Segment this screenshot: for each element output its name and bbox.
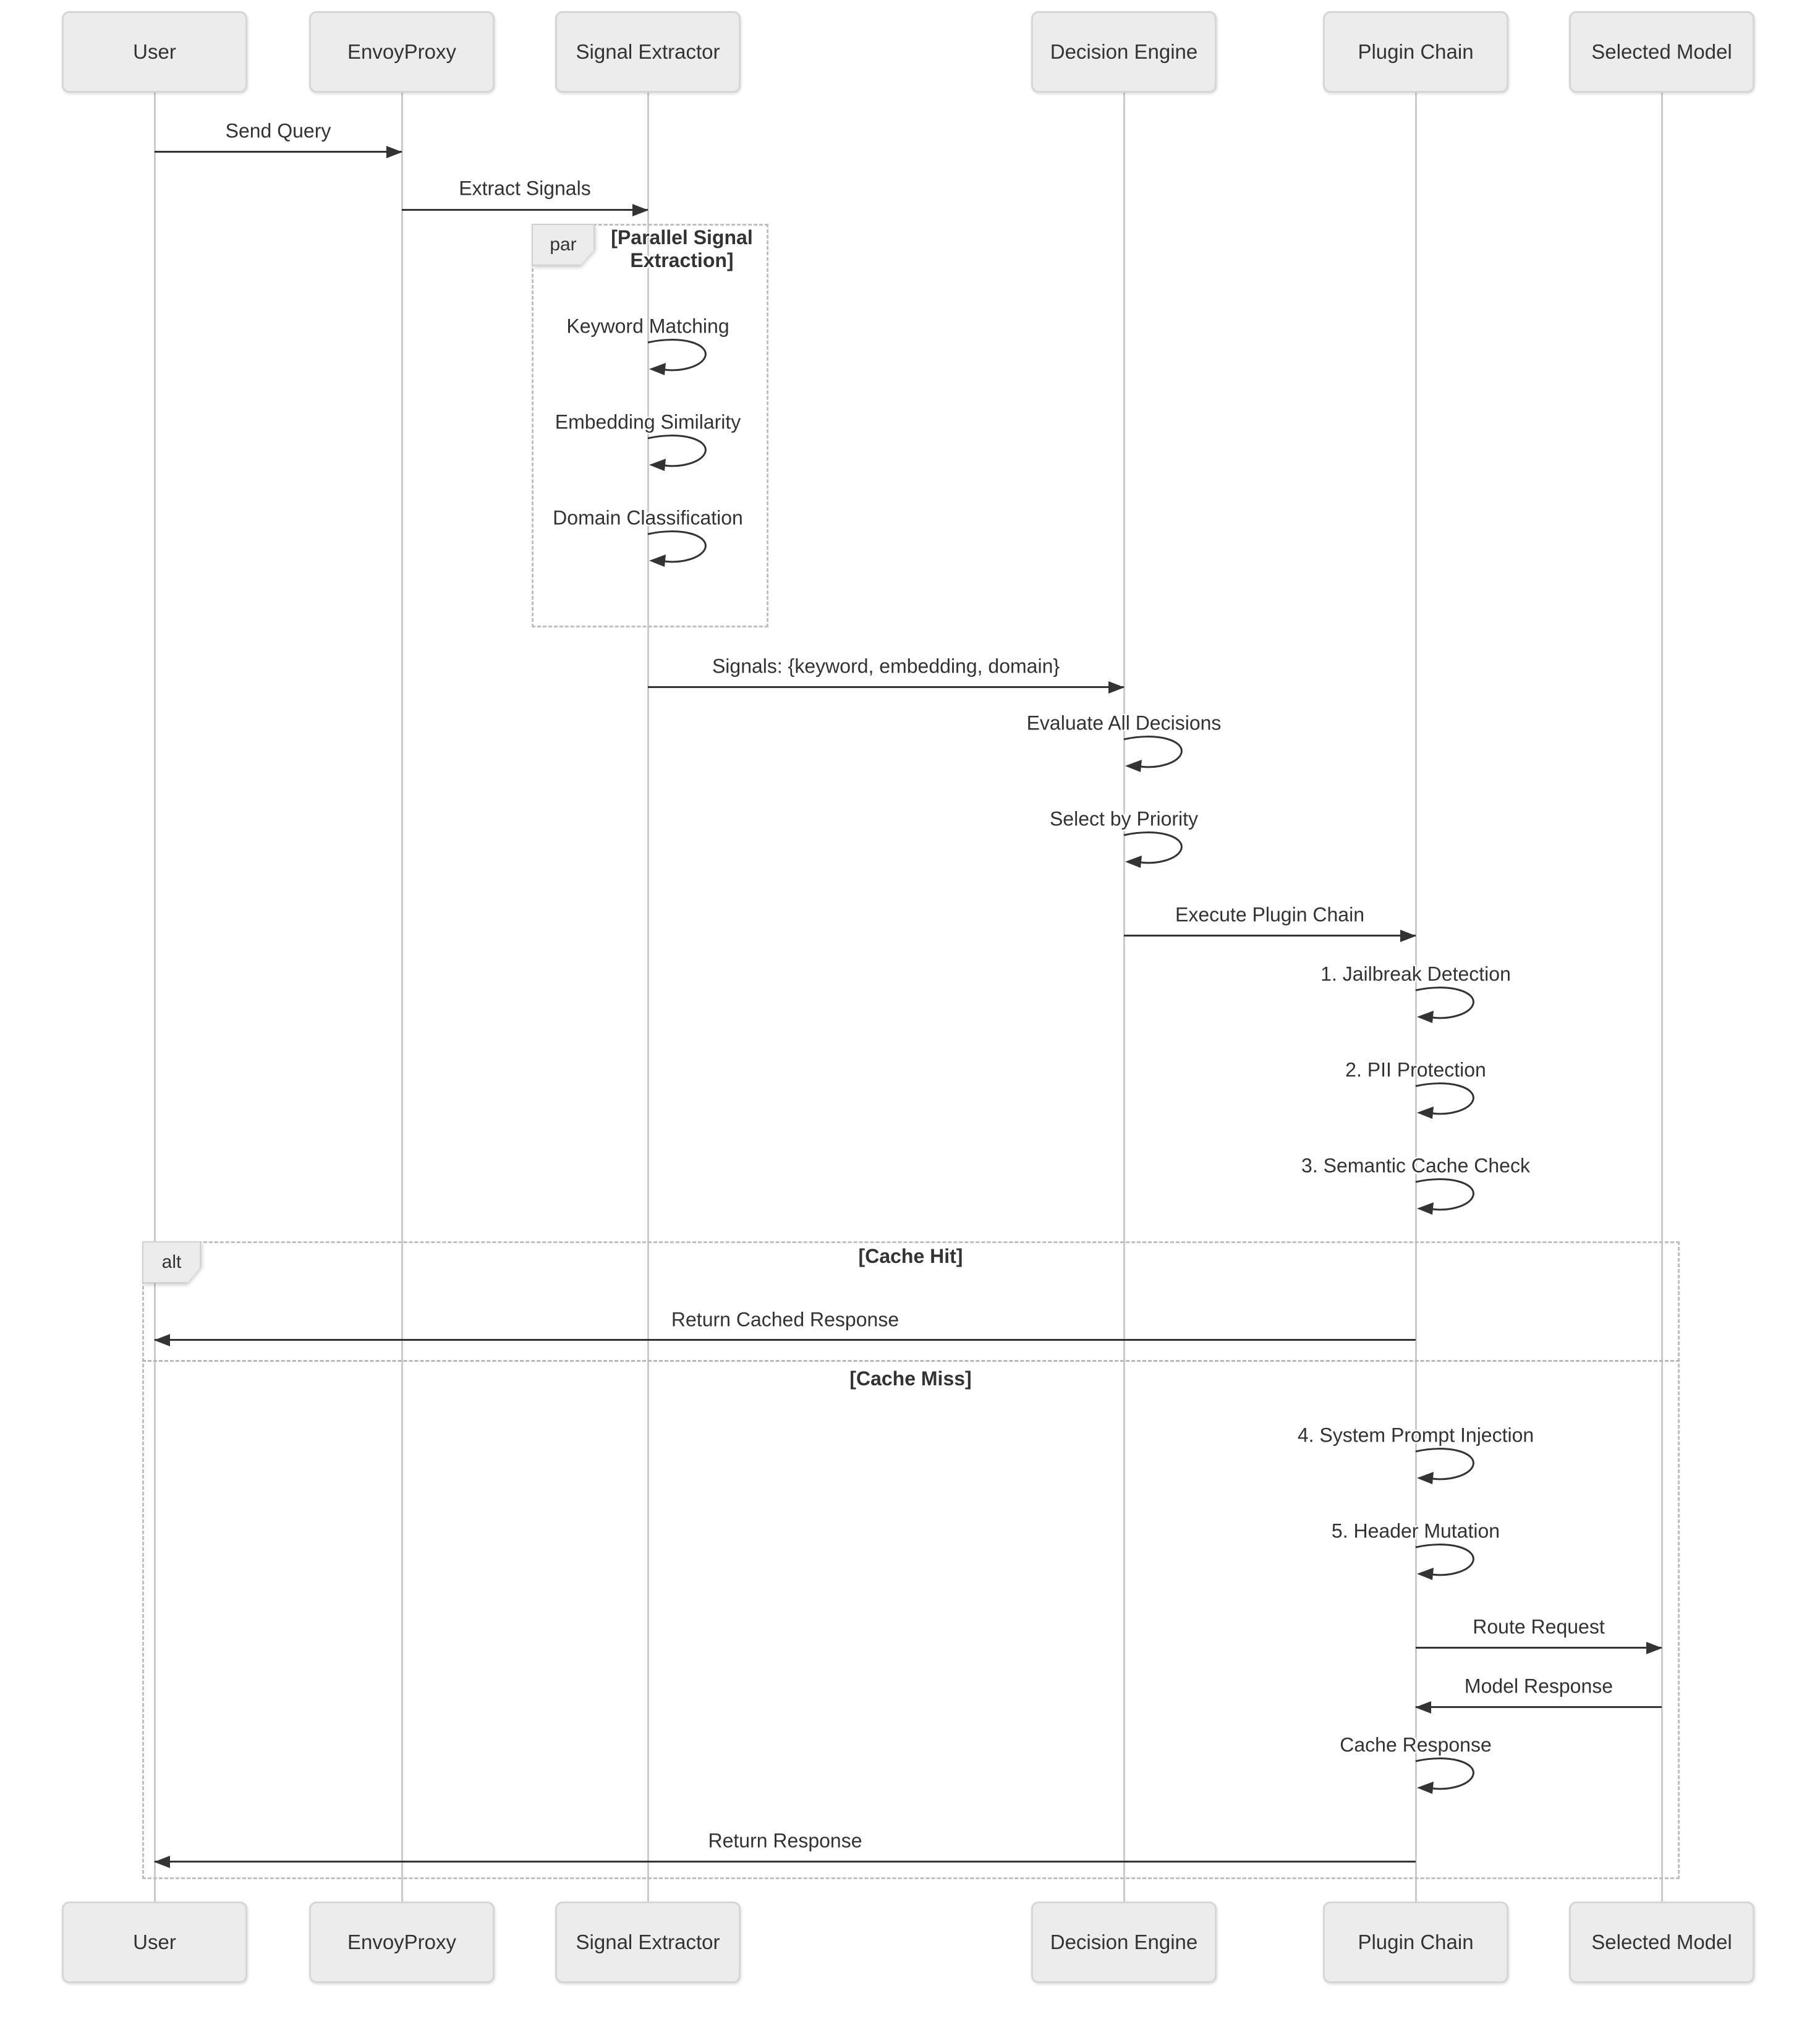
lifeline-selected-model — [1661, 93, 1663, 1901]
message-label-pii-protection: 2. PII Protection — [1345, 1058, 1486, 1081]
message-label-semantic-cache-check: 3. Semantic Cache Check — [1301, 1154, 1530, 1177]
self-loop-select-by-priority — [1123, 831, 1183, 868]
actor-bottom-selected-model: Selected Model — [1569, 1901, 1754, 1983]
actor-bottom-decision-engine: Decision Engine — [1031, 1901, 1217, 1983]
message-arrow-model-response — [1415, 1701, 1662, 1714]
message-label-route-request: Route Request — [1473, 1615, 1605, 1638]
self-loop-domain-classification — [647, 530, 707, 567]
alt-divider — [142, 1360, 1680, 1362]
self-loop-jailbreak-detection — [1415, 987, 1474, 1023]
message-label-return-cached-response: Return Cached Response — [671, 1308, 899, 1331]
message-arrow-route-request — [1416, 1641, 1662, 1654]
self-loop-evaluate-all-decisions — [1123, 736, 1183, 772]
message-label-execute-plugin-chain: Execute Plugin Chain — [1175, 903, 1364, 926]
message-label-evaluate-all-decisions: Evaluate All Decisions — [1026, 712, 1222, 734]
message-label-keyword-matching: Keyword Matching — [566, 315, 729, 338]
arrowhead-right-icon — [386, 145, 402, 158]
message-arrow-send-query — [155, 145, 402, 158]
actor-top-user: User — [62, 11, 247, 93]
message-arrow-signals — [648, 681, 1125, 694]
message-label-system-prompt-injection: 4. System Prompt Injection — [1297, 1424, 1534, 1447]
lifeline-plugin-chain — [1414, 93, 1417, 1901]
lifeline-envoyproxy — [401, 93, 403, 1901]
arrowhead-right-icon — [632, 203, 648, 216]
alt-condition-cache-miss: [Cache Miss] — [849, 1367, 972, 1390]
actor-bottom-signal-extractor: Signal Extractor — [555, 1901, 741, 1983]
alt-frame-tab-label: alt — [142, 1241, 201, 1283]
lifeline-decision-engine — [1123, 93, 1125, 1901]
arrowhead-left-icon — [154, 1855, 170, 1868]
message-label-return-response: Return Response — [708, 1829, 862, 1852]
par-frame-tab-label: par — [532, 224, 595, 266]
par-frame — [532, 224, 768, 627]
self-loop-header-mutation — [1415, 1544, 1474, 1580]
message-label-select-by-priority: Select by Priority — [1049, 807, 1199, 830]
arrowhead-left-icon — [1415, 1701, 1431, 1714]
self-loop-cache-response — [1415, 1757, 1474, 1794]
arrowhead-right-icon — [1646, 1641, 1662, 1654]
message-label-extract-signals: Extract Signals — [459, 177, 591, 200]
message-label-send-query: Send Query — [225, 119, 331, 142]
actor-top-decision-engine: Decision Engine — [1031, 11, 1217, 93]
lifeline-user — [153, 93, 156, 1901]
message-label-model-response: Model Response — [1464, 1675, 1614, 1697]
alt-condition-cache-hit: [Cache Hit] — [858, 1245, 963, 1267]
arrowhead-left-icon — [154, 1333, 170, 1346]
message-label-jailbreak-detection: 1. Jailbreak Detection — [1320, 962, 1511, 985]
message-arrow-execute-plugin-chain — [1124, 929, 1416, 942]
actor-bottom-plugin-chain: Plugin Chain — [1323, 1901, 1508, 1983]
message-label-header-mutation: 5. Header Mutation — [1331, 1519, 1500, 1542]
message-label-embedding-similarity: Embedding Similarity — [555, 410, 741, 433]
message-arrow-return-cached-response — [154, 1333, 1416, 1346]
message-label-signals: Signals: {keyword, embedding, domain} — [712, 655, 1060, 678]
par-frame-tab: par — [532, 224, 595, 266]
actor-top-selected-model: Selected Model — [1569, 11, 1754, 93]
alt-frame — [142, 1241, 1680, 1879]
self-loop-pii-protection — [1415, 1082, 1474, 1119]
self-loop-embedding-similarity — [647, 435, 707, 471]
actor-bottom-user: User — [62, 1901, 247, 1983]
actor-top-envoyproxy: EnvoyProxy — [309, 11, 495, 93]
message-arrow-return-response — [154, 1855, 1416, 1868]
alt-frame-tab: alt — [142, 1241, 201, 1283]
message-arrow-extract-signals — [402, 203, 648, 216]
arrowhead-right-icon — [1400, 929, 1416, 942]
message-label-domain-classification: Domain Classification — [553, 506, 743, 529]
actor-top-plugin-chain: Plugin Chain — [1323, 11, 1508, 93]
self-loop-semantic-cache-check — [1415, 1178, 1474, 1215]
arrowhead-right-icon — [1108, 681, 1125, 694]
par-condition-label: [Parallel Signal Extraction] — [611, 226, 753, 271]
lifeline-signal-extractor — [647, 93, 649, 1901]
actor-bottom-envoyproxy: EnvoyProxy — [309, 1901, 495, 1983]
actor-top-signal-extractor: Signal Extractor — [555, 11, 741, 93]
message-label-cache-response: Cache Response — [1340, 1733, 1492, 1756]
self-loop-keyword-matching — [647, 339, 707, 375]
self-loop-system-prompt-injection — [1415, 1448, 1474, 1484]
